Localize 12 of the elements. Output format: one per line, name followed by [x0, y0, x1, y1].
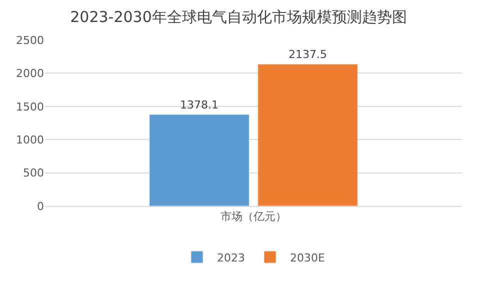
data-label: 2137.5 [288, 48, 327, 62]
y-tick-label: 2500 [16, 34, 44, 47]
y-tick-label: 1000 [16, 133, 44, 146]
y-tick-label: 1500 [16, 100, 44, 114]
legend-label: 2023 [217, 251, 245, 264]
legend-label: 2030E [290, 251, 325, 264]
y-tick-label: 500 [23, 166, 44, 180]
y-tick-label: 2000 [16, 67, 44, 80]
x-tick-label: 市场（亿元） [220, 210, 286, 224]
chart-title: 2023-2030年全球电气自动化市场规模预测趋势图 [70, 8, 407, 26]
y-tick-label: 0 [37, 200, 44, 213]
data-label: 1378.1 [180, 98, 219, 112]
